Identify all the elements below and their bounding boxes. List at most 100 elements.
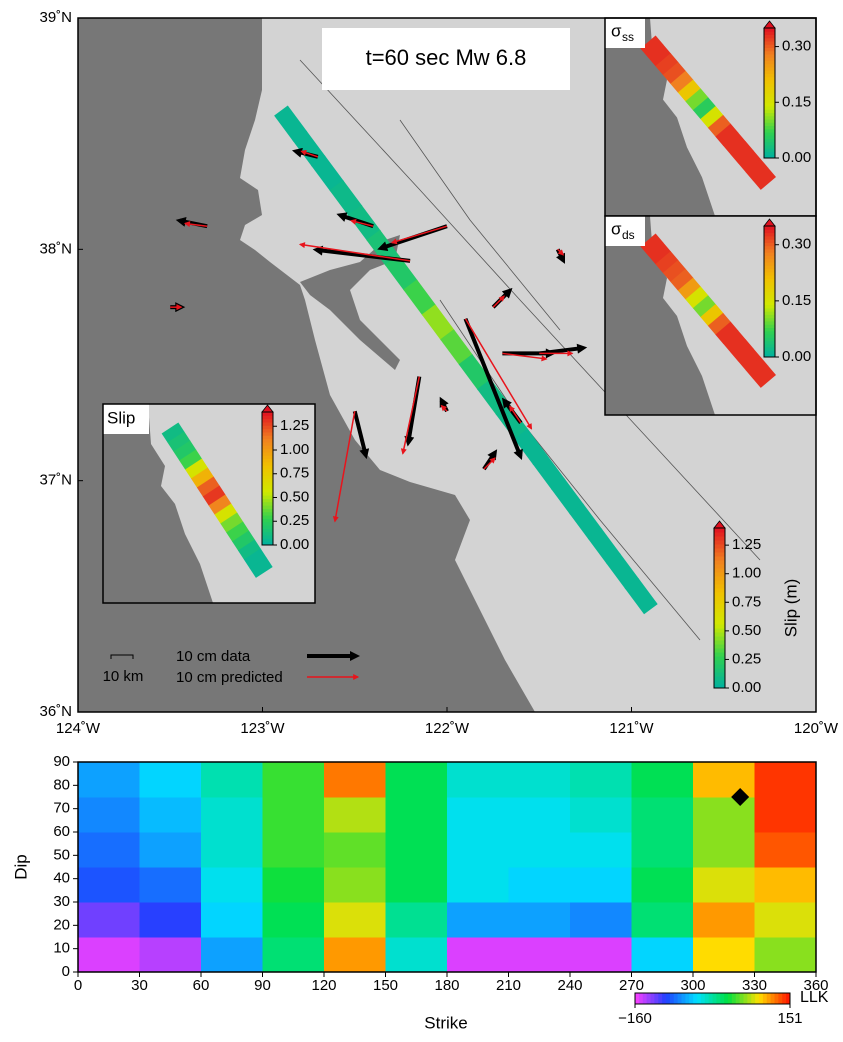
heatmap-cell	[385, 867, 448, 903]
inset-sea	[605, 18, 715, 216]
colorbar-cell	[262, 478, 273, 483]
colorbar-cell	[764, 63, 775, 68]
colorbar-cell	[714, 656, 725, 661]
colorbar-tick-label: 0.50	[280, 488, 309, 505]
colorbar-cell	[764, 132, 775, 136]
colorbar-tick-label: 0.00	[280, 536, 309, 553]
slip-patch	[715, 123, 739, 146]
colorbar-cell	[764, 298, 775, 302]
colorbar-cell	[764, 307, 775, 312]
heatmap-cell	[508, 832, 571, 868]
slip-patch	[226, 521, 250, 542]
predicted-arrow	[332, 411, 356, 523]
colorbar-cell	[764, 301, 775, 306]
colorbar-frame	[713, 527, 726, 689]
y-tick-label: 30	[53, 893, 70, 910]
slip-patch	[202, 485, 226, 506]
colorbar-tick-label: 1.25	[280, 417, 309, 434]
predicted-arrow	[298, 242, 411, 262]
data-arrow	[352, 410, 370, 460]
colorbar-tick-label: 0.75	[732, 593, 761, 610]
colorbar-cell	[714, 628, 725, 633]
heatmap-cell	[385, 762, 448, 798]
y-axis-label: Dip	[11, 854, 30, 880]
colorbar-cell	[764, 330, 775, 335]
colorbar-frame	[763, 225, 776, 358]
colorbar-tick-label: 0.50	[732, 622, 761, 639]
heatmap-cell	[139, 902, 202, 938]
colorbar-cell	[262, 505, 273, 509]
colorbar-cell	[764, 229, 775, 234]
heatmap-cell	[385, 902, 448, 938]
slip-patch	[274, 105, 308, 142]
predicted-arrow	[183, 221, 208, 228]
colorbar-cell	[714, 548, 725, 553]
inset-label: Slip	[107, 408, 135, 427]
colorbar-cell	[764, 50, 775, 55]
slip-patch	[700, 304, 724, 327]
inset-frame	[102, 403, 316, 604]
colorbar-cell	[764, 294, 775, 299]
slip-patch	[722, 132, 746, 155]
heatmap-cell	[570, 832, 632, 868]
colorbar-cell	[714, 532, 725, 537]
y-tick-label: 0	[62, 963, 70, 980]
colorbar-cell	[714, 576, 725, 581]
colorbar-cell	[714, 620, 725, 625]
heatmap-cell	[201, 937, 263, 973]
colorbar-cell	[669, 993, 675, 1004]
slip-patch	[730, 339, 754, 362]
heatmap-cell	[78, 902, 140, 938]
colorbar-cell	[764, 54, 775, 58]
x-tick-label: 90	[254, 977, 271, 994]
colorbar-cell	[714, 528, 725, 533]
heatmap-cell	[201, 832, 263, 868]
y-tick-label: 38˚N	[39, 240, 72, 257]
heatmap-cell	[631, 797, 694, 833]
colorbar-cell	[262, 435, 273, 440]
colorbar-cell	[262, 438, 273, 443]
colorbar-tick-label: 0.00	[782, 348, 811, 365]
colorbar-cell	[764, 281, 775, 286]
colorbar-cell	[764, 245, 775, 250]
heatmap-cell	[570, 937, 632, 973]
colorbar-cell	[714, 684, 725, 689]
colorbar-cell	[638, 993, 644, 1004]
colorbar-cell	[764, 232, 775, 237]
slip-patch	[640, 233, 664, 256]
heatmap-cell	[508, 797, 571, 833]
heatmap-cell	[385, 937, 448, 973]
heatmap-cell	[324, 797, 386, 833]
colorbar-tick-label: 0.00	[732, 679, 761, 696]
colorbar-cell	[714, 536, 725, 541]
colorbar-cell	[714, 560, 725, 565]
colorbar-cell	[714, 648, 725, 653]
colorbar-cell	[262, 501, 273, 506]
colorbar-cell	[262, 485, 273, 489]
colorbar-cell	[704, 993, 710, 1004]
colorbar-cell	[766, 993, 772, 1004]
slip-patch	[173, 440, 197, 461]
colorbar-cell	[764, 353, 775, 358]
x-tick-label: 150	[373, 977, 398, 994]
colorbar-cell	[714, 664, 725, 669]
heatmap-cell	[631, 937, 694, 973]
colorbar-cell	[764, 271, 775, 276]
slip-patch	[191, 467, 214, 488]
slip-patch	[179, 449, 203, 470]
colorbar-cell	[764, 320, 775, 325]
heatmap-cell	[754, 867, 817, 903]
heatmap-cell	[447, 832, 509, 868]
predicted-arrow	[509, 405, 522, 424]
x-tick-label: 121˚W	[609, 720, 654, 737]
slip-patch	[722, 330, 746, 353]
colorbar-cell	[262, 468, 273, 473]
colorbar-cell	[770, 993, 775, 1004]
colorbar-cell	[764, 350, 775, 355]
heatmap-cell	[754, 797, 817, 833]
colorbar-cell	[681, 993, 686, 1004]
colorbar-cell	[764, 314, 775, 319]
colorbar-cell	[262, 521, 273, 526]
predicted-arrow	[350, 218, 374, 227]
colorbar-cell	[650, 993, 655, 1004]
